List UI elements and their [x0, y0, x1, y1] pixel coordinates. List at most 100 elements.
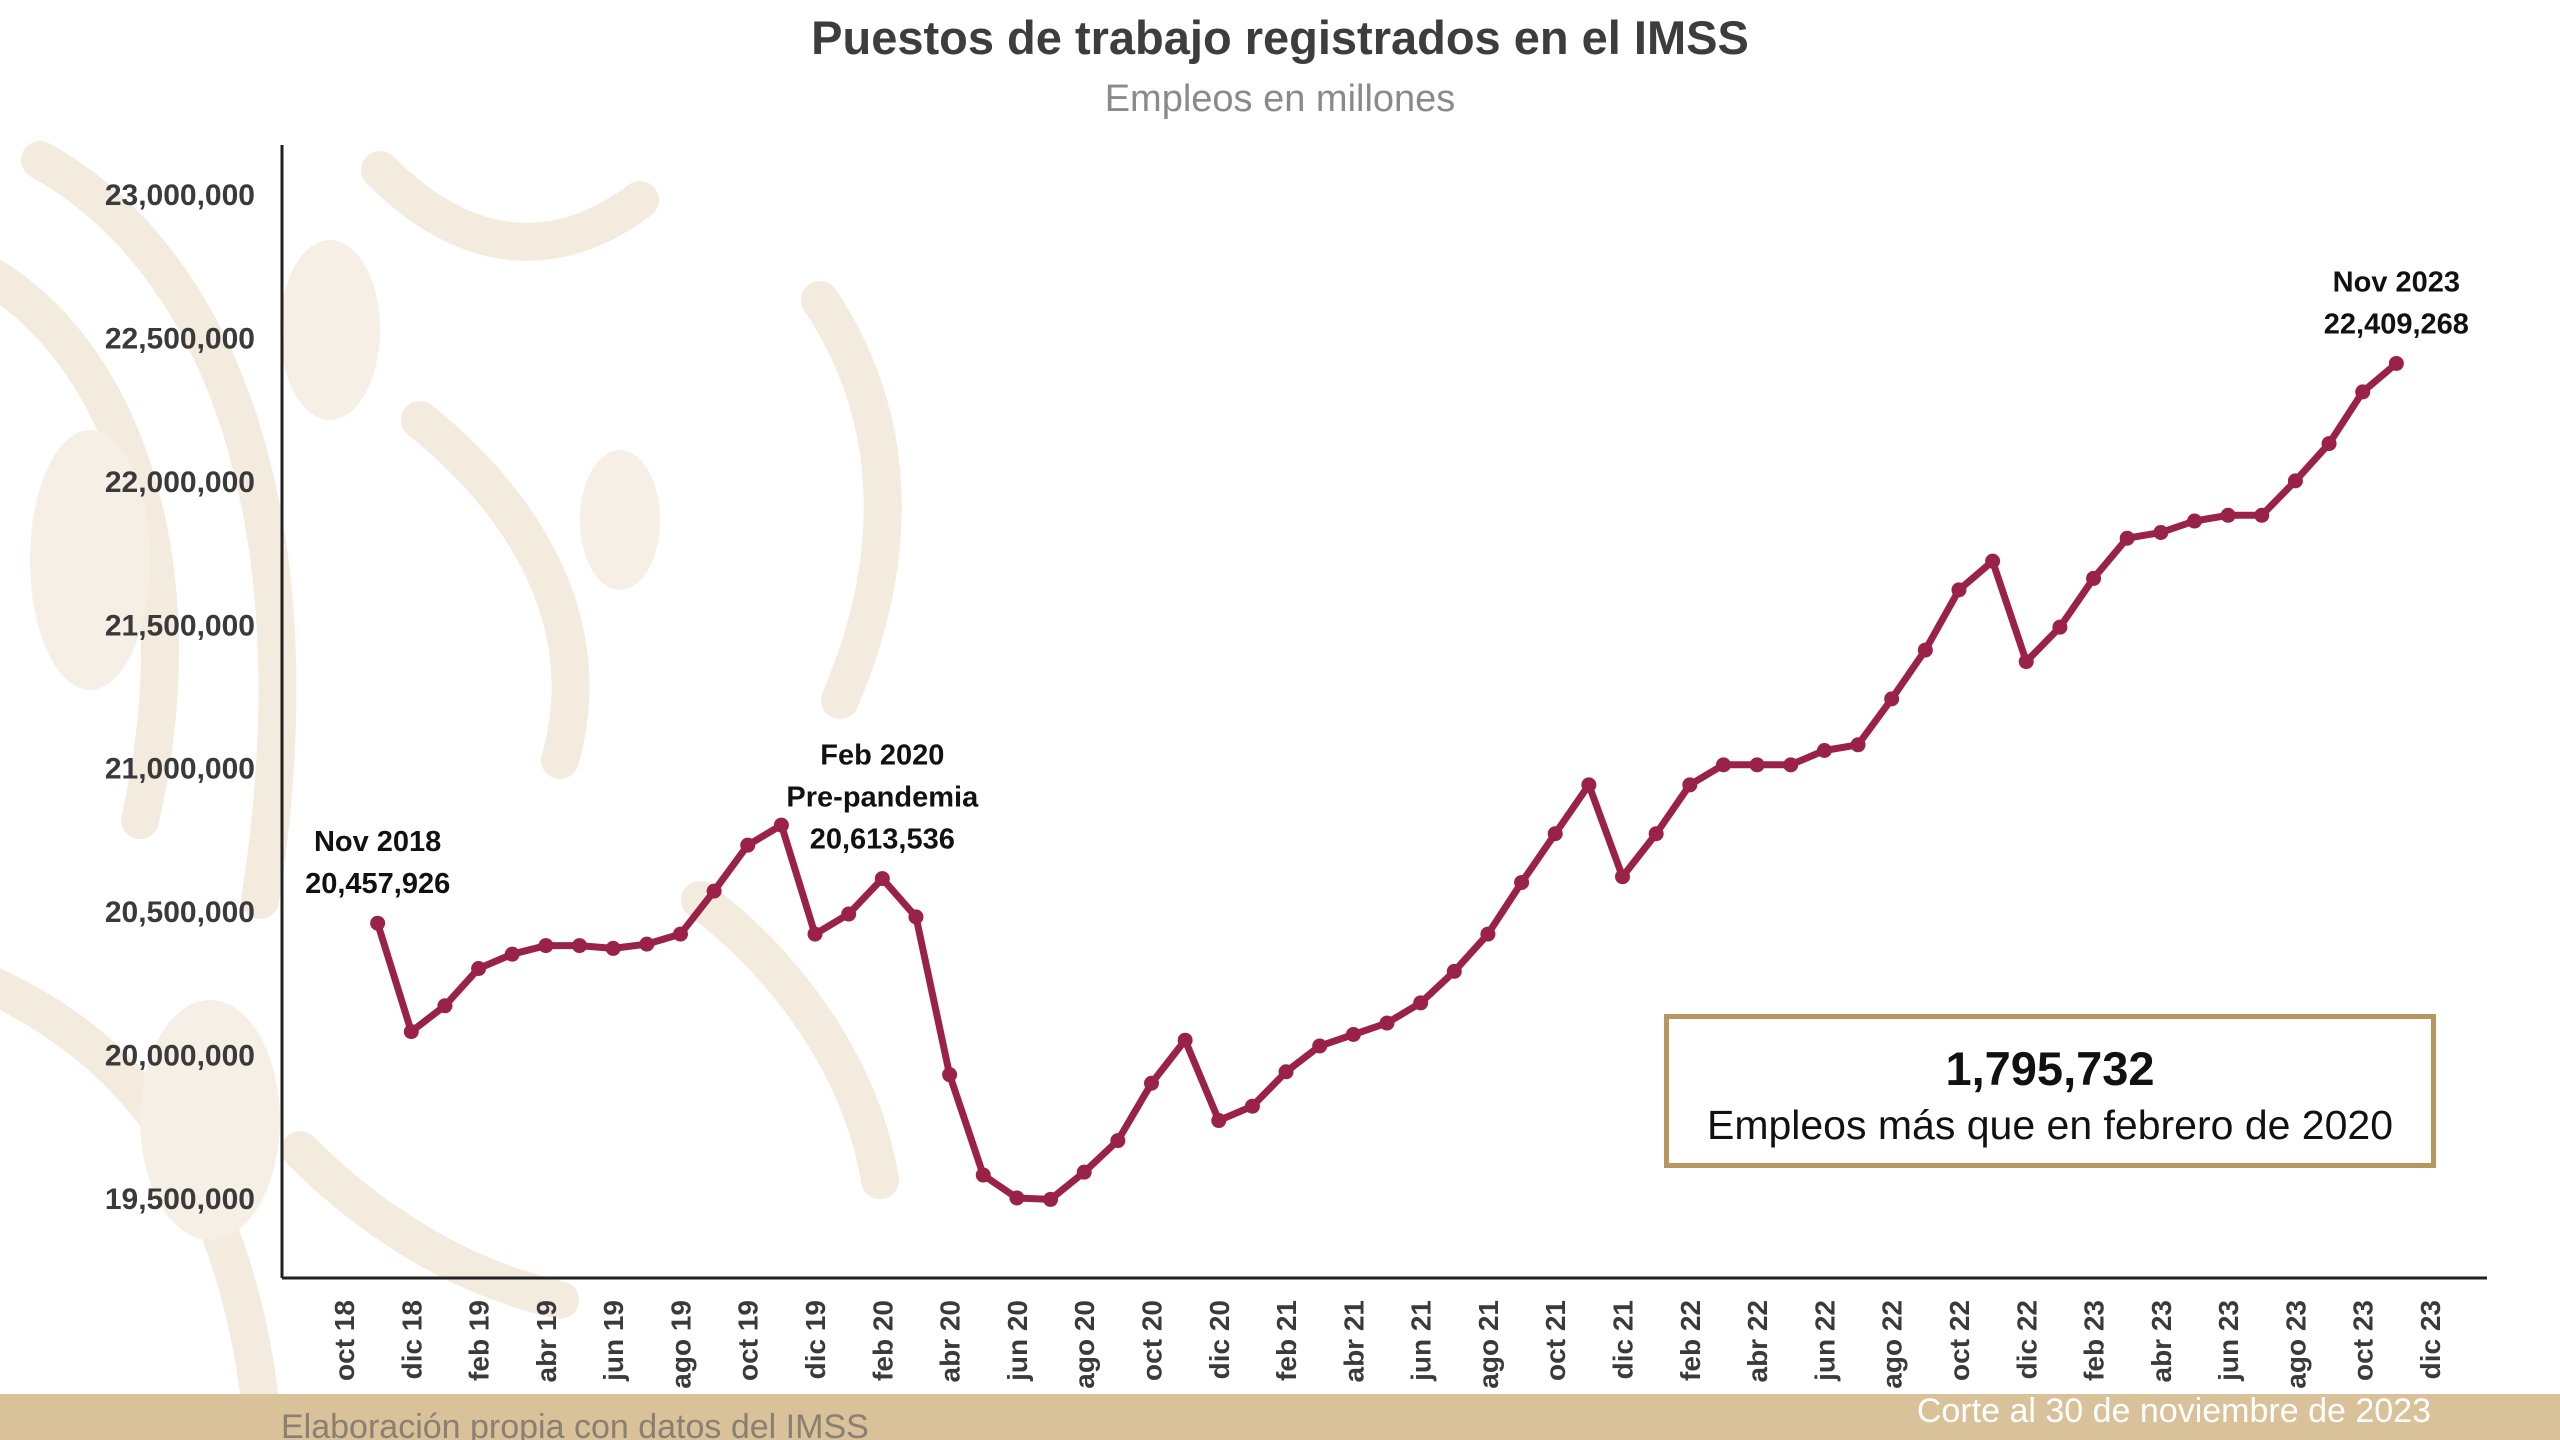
x-tick-label: ago 23	[2280, 1300, 2311, 1389]
y-tick-label: 23,000,000	[105, 179, 255, 212]
annotation-label: Nov 2018	[314, 826, 441, 858]
data-point	[908, 909, 924, 925]
data-point	[2355, 384, 2371, 400]
x-tick-label: feb 19	[464, 1300, 495, 1381]
x-tick-label: ago 21	[1473, 1300, 1504, 1389]
x-tick-label: feb 20	[867, 1300, 898, 1381]
y-tick-label: 21,000,000	[105, 753, 255, 786]
data-point	[773, 817, 789, 833]
data-point	[1648, 826, 1664, 842]
x-tick-label: jun 19	[598, 1300, 629, 1382]
data-point	[874, 871, 890, 887]
x-tick-label: dic 20	[1204, 1300, 1235, 1379]
data-point	[1917, 642, 1933, 658]
data-point	[572, 938, 588, 954]
highlight-box: 1,795,732 Empleos más que en febrero de …	[1664, 1014, 2436, 1168]
x-tick-label: oct 19	[733, 1300, 764, 1381]
data-point	[1043, 1191, 1059, 1207]
data-point	[538, 938, 554, 954]
x-tick-label: ago 19	[665, 1300, 696, 1389]
y-tick-label: 19,500,000	[105, 1183, 255, 1216]
x-tick-label: oct 18	[329, 1300, 360, 1381]
chart-subtitle: Empleos en millones	[1104, 78, 1456, 120]
data-point	[672, 926, 688, 942]
y-axis-tick-labels: 19,500,000 20,000,000 20,500,000 21,000,000…	[105, 179, 255, 1216]
x-tick-label: dic 19	[800, 1300, 831, 1379]
x-tick-label: feb 21	[1271, 1300, 1302, 1381]
annotation-label: Feb 2020	[820, 740, 944, 772]
x-tick-label: ago 20	[1069, 1300, 1100, 1389]
data-point	[807, 926, 823, 942]
data-point	[740, 837, 756, 853]
footer-bar: Elaboración propia con datos del IMSS Co…	[0, 1394, 2560, 1440]
data-point	[2186, 513, 2202, 529]
footer-source: Elaboración propia con datos del IMSS	[281, 1408, 869, 1440]
data-point	[1514, 874, 1530, 890]
data-point	[2287, 473, 2303, 489]
y-tick-label: 20,500,000	[105, 896, 255, 929]
data-point	[1009, 1190, 1025, 1206]
y-tick-label: 22,000,000	[105, 466, 255, 499]
series-points	[370, 355, 2404, 1207]
data-point	[2119, 530, 2135, 546]
annotation-label: 20,457,926	[305, 868, 450, 900]
x-tick-label: jun 21	[1406, 1300, 1437, 1382]
data-point	[1110, 1133, 1126, 1149]
y-tick-label: 21,500,000	[105, 609, 255, 642]
data-point	[1076, 1164, 1092, 1180]
data-point	[403, 1024, 419, 1040]
x-tick-label: oct 21	[1540, 1300, 1571, 1381]
data-point	[1783, 757, 1799, 773]
annotation-label: Nov 2023	[2333, 266, 2460, 298]
data-point	[605, 940, 621, 956]
footer-cutoff: Corte al 30 de noviembre de 2023	[1916, 1394, 2431, 1430]
x-tick-label: jun 23	[2213, 1300, 2244, 1382]
data-point	[1211, 1113, 1227, 1129]
data-point	[706, 883, 722, 899]
x-tick-label: jun 20	[1002, 1300, 1033, 1382]
x-tick-label: ago 22	[1877, 1300, 1908, 1389]
x-tick-label: oct 22	[1944, 1300, 1975, 1381]
annotation-label: Pre-pandemia	[786, 782, 979, 814]
data-point	[1749, 757, 1765, 773]
annotation-label: 20,613,536	[810, 824, 955, 856]
data-point	[1244, 1098, 1260, 1114]
data-point	[2220, 507, 2236, 523]
x-tick-label: dic 18	[396, 1300, 427, 1379]
data-point	[2321, 436, 2337, 452]
annotation-label: 22,409,268	[2324, 308, 2469, 340]
x-tick-label: abr 21	[1338, 1300, 1369, 1383]
data-point	[1850, 737, 1866, 753]
data-point	[1615, 869, 1631, 885]
data-point	[942, 1067, 958, 1083]
data-point	[975, 1167, 991, 1183]
data-point	[1884, 691, 1900, 707]
data-point	[1345, 1026, 1361, 1042]
x-tick-label: abr 20	[935, 1300, 966, 1383]
data-point	[1278, 1064, 1294, 1080]
data-point	[2153, 524, 2169, 540]
data-point	[2254, 507, 2270, 523]
data-point	[437, 998, 453, 1014]
data-point	[370, 915, 386, 931]
data-point	[1951, 582, 1967, 598]
data-point	[1379, 1015, 1395, 1031]
x-tick-label: oct 23	[2348, 1300, 2379, 1381]
data-point	[1682, 777, 1698, 793]
data-point	[1547, 826, 1563, 842]
highlight-text: Empleos más que en febrero de 2020	[1706, 1102, 2394, 1148]
data-point	[504, 946, 520, 962]
data-point	[1177, 1032, 1193, 1048]
data-point	[2388, 355, 2404, 371]
y-tick-label: 20,000,000	[105, 1040, 255, 1073]
data-point	[1581, 777, 1597, 793]
x-tick-label: dic 23	[2415, 1300, 2446, 1379]
data-point	[2018, 654, 2034, 670]
x-tick-label: dic 21	[1608, 1300, 1639, 1379]
data-point	[1446, 963, 1462, 979]
data-point	[1312, 1038, 1328, 1054]
data-point	[1413, 995, 1429, 1011]
data-point	[1715, 757, 1731, 773]
